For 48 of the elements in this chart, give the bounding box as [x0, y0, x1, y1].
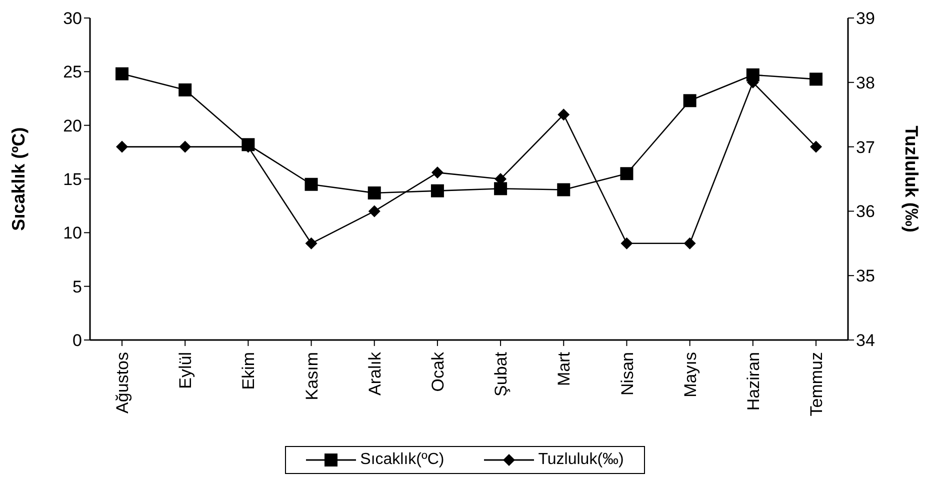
y-tick-label: 5 [72, 277, 82, 296]
point [304, 178, 318, 191]
y2-tick-label: 36 [856, 202, 875, 222]
point [810, 140, 822, 153]
x-tick-label: Aralık [365, 352, 384, 396]
y-tick-label: 30 [63, 9, 82, 28]
point [683, 94, 696, 108]
point [116, 67, 128, 80]
y2-tick-label: 34 [856, 331, 875, 350]
point [620, 237, 633, 250]
x-tick-label: Ekim [239, 352, 258, 390]
point [430, 184, 444, 198]
y-tick-label: 15 [63, 170, 82, 190]
x-tick-label: Mayıs [680, 352, 700, 398]
point [810, 72, 822, 86]
y2-axis-title: Tuzluluk (‰) [902, 126, 922, 232]
point [431, 166, 444, 179]
y-tick-label: 25 [63, 62, 82, 82]
point [179, 140, 192, 153]
point [557, 183, 570, 196]
x-tick-label: Mart [554, 352, 574, 386]
y-tick-label: 10 [63, 224, 82, 243]
x-tick-label: Ocak [428, 352, 448, 392]
x-tick-label: Şubat [492, 352, 511, 396]
point [494, 182, 508, 196]
point [684, 237, 696, 250]
x-tick-label: Temmuz [807, 352, 826, 416]
x-tick-label: Ağustos [113, 352, 132, 414]
point [368, 205, 380, 218]
point [305, 237, 318, 250]
y2-tick-label: 39 [856, 9, 875, 28]
y2-tick-label: 35 [856, 266, 875, 286]
point [368, 186, 381, 200]
x-tick-label: Kasım [302, 352, 322, 400]
point [558, 108, 570, 121]
y2-tick-label: 38 [856, 73, 875, 92]
point [116, 140, 128, 153]
y2-tick-label: 37 [856, 138, 875, 157]
legend-label: Sıcaklık(ºC) [360, 451, 444, 469]
point [178, 83, 192, 96]
x-tick-label: Nisan [618, 352, 637, 396]
point [620, 167, 634, 180]
y-tick-label: 20 [63, 116, 82, 136]
y-axis-title: Sıcaklık (ºC) [8, 127, 28, 231]
legend-label: Tuzluluk(‰) [538, 451, 624, 469]
x-tick-label: Haziran [744, 352, 763, 411]
x-tick-label: Eylül [176, 352, 196, 389]
y-tick-label: 0 [72, 331, 82, 350]
